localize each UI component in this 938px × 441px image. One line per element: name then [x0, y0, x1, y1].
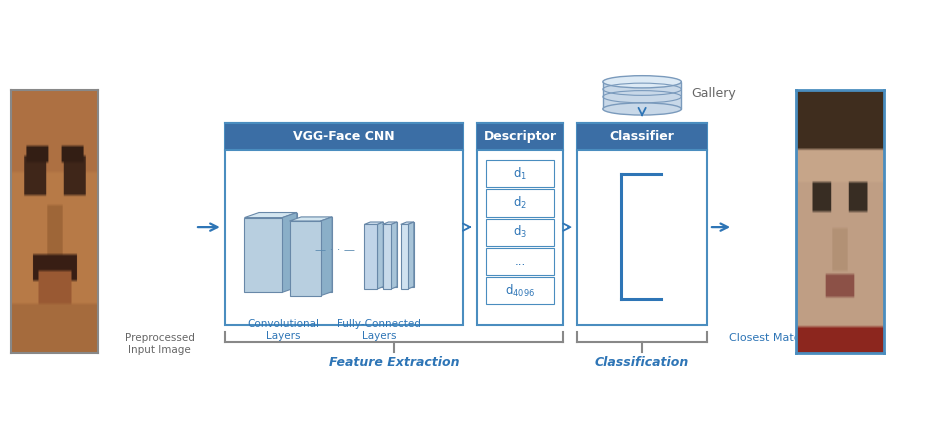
- Text: d$_{4096}$: d$_{4096}$: [505, 283, 535, 299]
- FancyBboxPatch shape: [578, 123, 707, 325]
- FancyBboxPatch shape: [225, 123, 463, 150]
- FancyBboxPatch shape: [486, 248, 554, 275]
- Polygon shape: [408, 222, 414, 289]
- Ellipse shape: [603, 76, 681, 88]
- Ellipse shape: [603, 103, 681, 115]
- Polygon shape: [321, 217, 332, 296]
- Text: d$_1$: d$_1$: [513, 166, 527, 182]
- Text: d$_3$: d$_3$: [513, 224, 527, 240]
- Text: Convolutional
Layers: Convolutional Layers: [247, 319, 319, 341]
- FancyBboxPatch shape: [486, 160, 554, 187]
- Polygon shape: [290, 217, 332, 221]
- FancyBboxPatch shape: [578, 123, 707, 150]
- Polygon shape: [377, 222, 384, 289]
- Polygon shape: [290, 221, 321, 296]
- Text: d$_2$: d$_2$: [513, 195, 527, 211]
- Polygon shape: [401, 222, 414, 224]
- Text: Closest Match: Closest Match: [729, 333, 808, 343]
- Polygon shape: [245, 217, 282, 292]
- FancyBboxPatch shape: [477, 123, 563, 325]
- FancyBboxPatch shape: [225, 123, 463, 325]
- Text: Classification: Classification: [595, 356, 689, 370]
- Polygon shape: [406, 222, 414, 287]
- Polygon shape: [383, 224, 391, 289]
- Polygon shape: [301, 217, 332, 292]
- Text: Fully-Connected
Layers: Fully-Connected Layers: [337, 319, 421, 341]
- Text: Descriptor: Descriptor: [483, 130, 556, 143]
- Polygon shape: [364, 224, 377, 289]
- Polygon shape: [259, 213, 296, 287]
- FancyBboxPatch shape: [477, 123, 563, 150]
- Polygon shape: [371, 222, 384, 287]
- Polygon shape: [388, 222, 397, 287]
- Text: Gallery: Gallery: [691, 87, 736, 100]
- Text: Classifier: Classifier: [610, 130, 674, 143]
- Text: Preprocessed
Input Image: Preprocessed Input Image: [125, 333, 195, 355]
- Text: VGG-Face CNN: VGG-Face CNN: [294, 130, 395, 143]
- FancyBboxPatch shape: [486, 190, 554, 217]
- Polygon shape: [364, 222, 384, 224]
- Text: — · · —: — · · —: [315, 245, 356, 255]
- Polygon shape: [391, 222, 397, 289]
- Polygon shape: [401, 224, 408, 289]
- FancyBboxPatch shape: [486, 219, 554, 246]
- Text: Feature Extraction: Feature Extraction: [328, 356, 459, 370]
- Polygon shape: [245, 213, 296, 217]
- Polygon shape: [603, 82, 681, 109]
- Polygon shape: [282, 213, 296, 292]
- FancyBboxPatch shape: [486, 277, 554, 304]
- Polygon shape: [383, 222, 397, 224]
- Text: ...: ...: [514, 255, 525, 268]
